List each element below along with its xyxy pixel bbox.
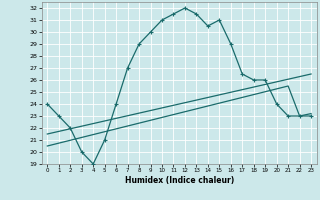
X-axis label: Humidex (Indice chaleur): Humidex (Indice chaleur) [124, 176, 234, 185]
